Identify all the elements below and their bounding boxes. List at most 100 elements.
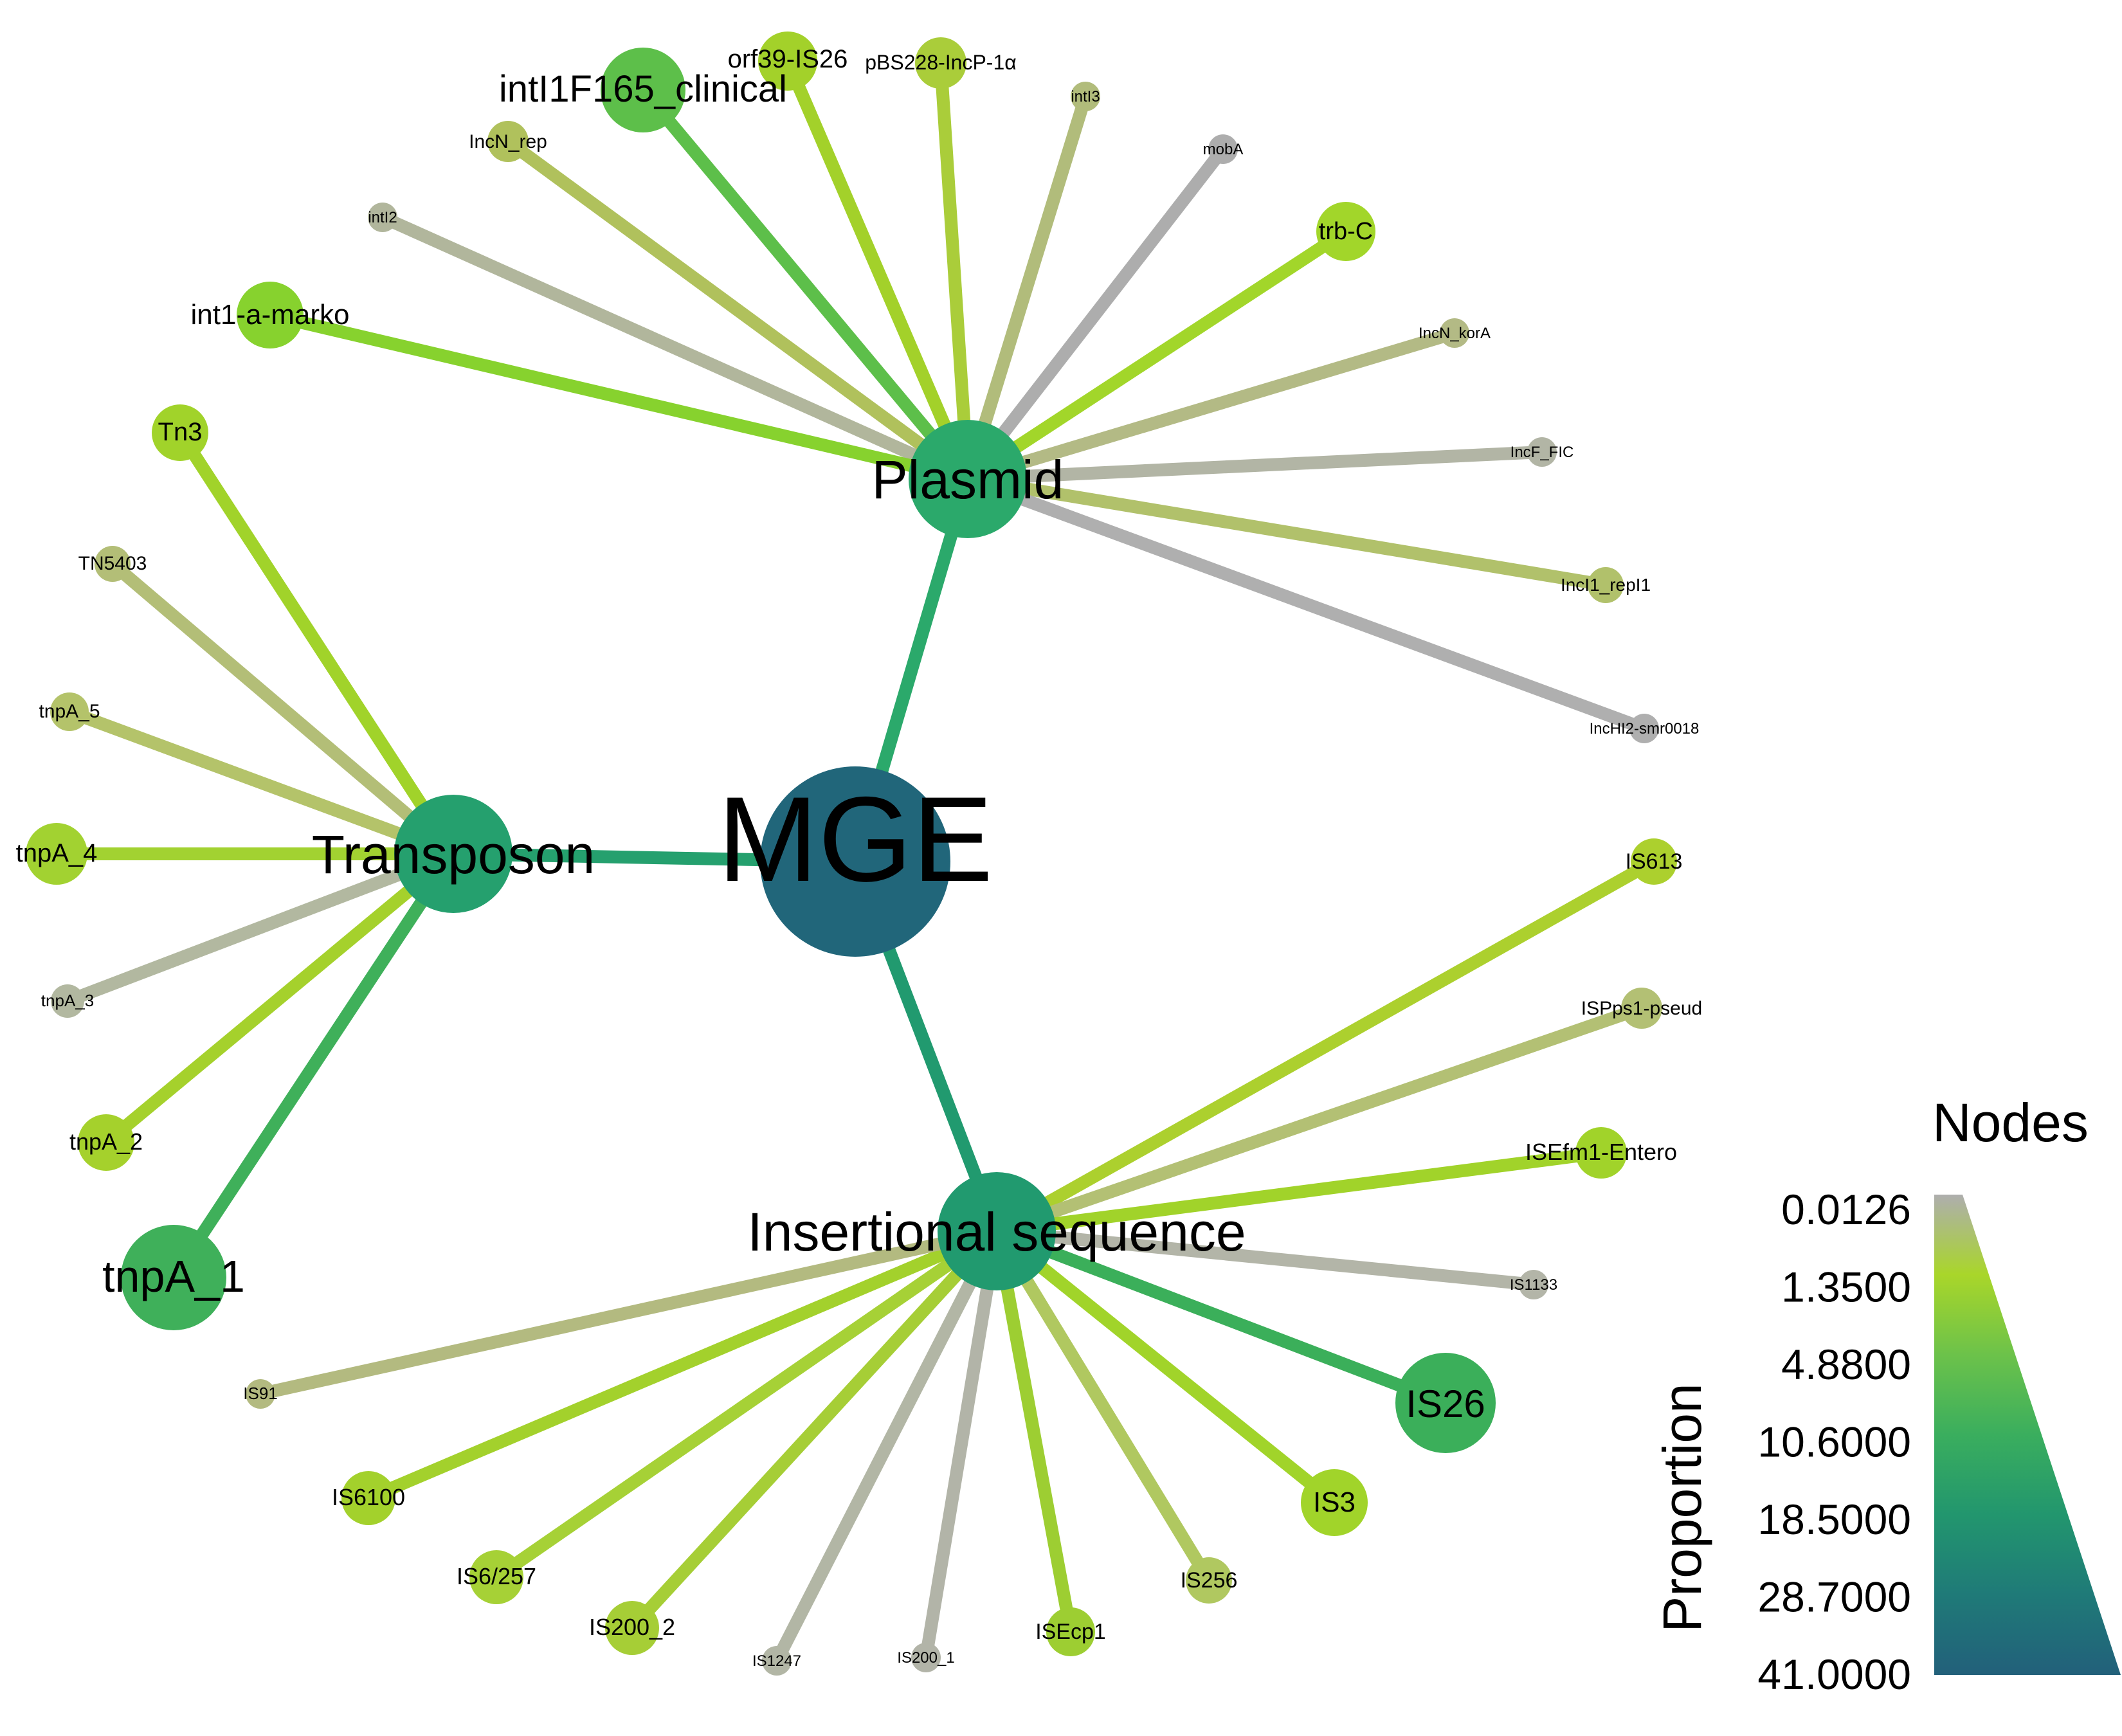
- leaf-is200-1-label: IS200_1: [897, 1649, 954, 1667]
- leaf-incn-kora-label: IncN_korA: [1419, 325, 1491, 342]
- leaf-inti3-node: [1071, 82, 1100, 111]
- leaf-trb-c-label: trb-C: [1319, 218, 1373, 245]
- leaf-is1133-label: IS1133: [1510, 1276, 1557, 1294]
- nodes-layer: [26, 32, 1677, 1676]
- leaf-inti2-node: [368, 203, 397, 232]
- leaf-is200-2-node: [605, 1601, 659, 1655]
- hub-transposon-node: [394, 795, 512, 913]
- leaf-ispps1-pseud-label: ISPps1-pseud: [1581, 998, 1702, 1019]
- leaf-inti1f165-clinical-node: [601, 48, 685, 132]
- edge-orf39-is26: [781, 59, 974, 482]
- edge-inti2: [379, 211, 971, 485]
- edge-int1-a-marko: [268, 309, 970, 485]
- edge-tnpa-5: [67, 705, 456, 860]
- legend: Nodes Proportion 0.0126 1.3500 4.8800 10.60…: [1652, 1092, 2121, 1698]
- leaf-is613-node: [1631, 838, 1677, 885]
- leaf-is6-257-node: [469, 1550, 523, 1604]
- leaf-is6100-label: IS6100: [332, 1484, 405, 1510]
- legend-gradient-triangle: [1934, 1195, 2121, 1675]
- leaf-incf-fic-node: [1527, 437, 1557, 467]
- edge-tn5403: [108, 559, 458, 859]
- legend-tick-0: 0.0126: [1781, 1186, 1911, 1233]
- leaf-inchi2-smr0018-label: IncHI2-smr0018: [1590, 720, 1700, 737]
- leaf-is613-label: IS613: [1626, 849, 1683, 874]
- leaf-is26-node: [1395, 1353, 1496, 1453]
- leaf-is3-label: IS3: [1313, 1487, 1356, 1518]
- leaf-incf-fic-label: IncF_FIC: [1510, 444, 1574, 461]
- leaf-is6-257-label: IS6/257: [457, 1563, 536, 1589]
- leaf-tnpa-2-node: [78, 1114, 134, 1171]
- leaf-incn-rep-node: [487, 121, 529, 162]
- leaf-is1247-node: [762, 1646, 792, 1676]
- leaf-isecp1-node: [1046, 1607, 1095, 1656]
- edge-inci1-repi1: [966, 473, 1607, 592]
- edge-is91: [258, 1225, 999, 1400]
- leaf-isecp1-label: ISEcp1: [1035, 1620, 1106, 1644]
- leaf-tnpa-2-label: tnpA_2: [69, 1128, 143, 1155]
- edge-is1133: [996, 1225, 1534, 1291]
- leaf-isefm1-entero-label: ISEfm1-Entero: [1525, 1139, 1677, 1165]
- leaf-incn-kora-node: [1440, 318, 1469, 348]
- edge-tn3: [174, 429, 459, 858]
- leaf-is91-label: IS91: [243, 1384, 278, 1403]
- legend-title: Nodes: [1932, 1092, 2089, 1153]
- leaf-is1247-label: IS1247: [752, 1652, 801, 1670]
- leaf-tn3-label: Tn3: [158, 418, 203, 446]
- legend-ticks: 0.0126 1.3500 4.8800 10.6000 18.5000 28.7000 4…: [1757, 1186, 1911, 1698]
- leaf-tnpa-1-label: tnpA_1: [102, 1251, 245, 1301]
- edge-incn-rep: [504, 136, 972, 485]
- legend-tick-4: 18.5000: [1757, 1496, 1911, 1543]
- hub-transposon-label: Transposon: [312, 824, 595, 885]
- leaf-is26-label: IS26: [1406, 1382, 1485, 1425]
- edge-is6-257: [493, 1225, 1001, 1583]
- edge-inti3: [961, 95, 1092, 481]
- edge-tnpa-2: [102, 849, 458, 1148]
- leaf-inci1-repi1-node: [1588, 567, 1624, 603]
- edge-pbs228-incp-1: [934, 62, 974, 480]
- edge-is3: [992, 1226, 1339, 1508]
- edge-is200-1: [920, 1230, 1003, 1659]
- edge-isefm1-entero: [995, 1146, 1602, 1238]
- edge-is200-2: [627, 1227, 1002, 1632]
- leaf-tnpa-5-node: [50, 692, 89, 731]
- leaf-moba-label: mobA: [1203, 141, 1244, 158]
- leaf-inti3-label: intI3: [1071, 88, 1100, 105]
- edge-tnpa-3: [65, 847, 456, 1008]
- leaf-tnpa-4-label: tnpA_4: [16, 839, 98, 867]
- leaf-tn3-node: [152, 404, 208, 461]
- hub-insertional-sequence-label: Insertional sequence: [747, 1202, 1246, 1262]
- leaf-trb-c-node: [1316, 202, 1375, 261]
- hub-plasmid-label: Plasmid: [872, 449, 1064, 510]
- leaf-tnpa-5-label: tnpA_5: [39, 701, 100, 722]
- leaf-orf39-is26-label: orf39-IS26: [728, 45, 848, 73]
- center-mge-node: [760, 766, 950, 957]
- leaf-is3-node: [1301, 1469, 1368, 1536]
- leaf-tn5403-label: TN5403: [78, 553, 147, 574]
- edge-is6100: [366, 1225, 999, 1505]
- leaf-ispps1-pseud-node: [1621, 988, 1662, 1029]
- edge-incf-fic: [967, 446, 1543, 485]
- leaf-inchi2-smr0018-node: [1629, 714, 1659, 743]
- leaf-inti1f165-clinical-label: intI1F165_clinical: [499, 68, 787, 110]
- edge-inti1f165-clinical: [638, 86, 973, 484]
- leaf-moba-node: [1208, 134, 1238, 164]
- leaf-is6100-node: [341, 1471, 395, 1525]
- hub-insertional-sequence-node: [938, 1172, 1056, 1290]
- edge-tnpa-1: [168, 850, 459, 1281]
- legend-tick-5: 28.7000: [1757, 1573, 1911, 1621]
- leaf-inci1-repi1-label: IncI1_repI1: [1561, 575, 1651, 595]
- leaf-is256-label: IS256: [1181, 1568, 1238, 1593]
- center-mge-label: MGE: [718, 772, 993, 907]
- leaf-int1-a-marko-node: [237, 282, 304, 348]
- leaf-is1133-node: [1519, 1270, 1548, 1299]
- edge-is256: [991, 1227, 1215, 1584]
- hub-plasmid-node: [909, 420, 1027, 538]
- leaf-tnpa-1-node: [121, 1225, 226, 1330]
- leaf-tn5403-node: [95, 546, 131, 582]
- leaf-is200-1-node: [911, 1643, 941, 1672]
- leaf-int1-a-marko-label: int1-a-marko: [191, 299, 350, 330]
- edge-incn-kora: [966, 327, 1456, 485]
- edge-isecp1: [990, 1230, 1077, 1633]
